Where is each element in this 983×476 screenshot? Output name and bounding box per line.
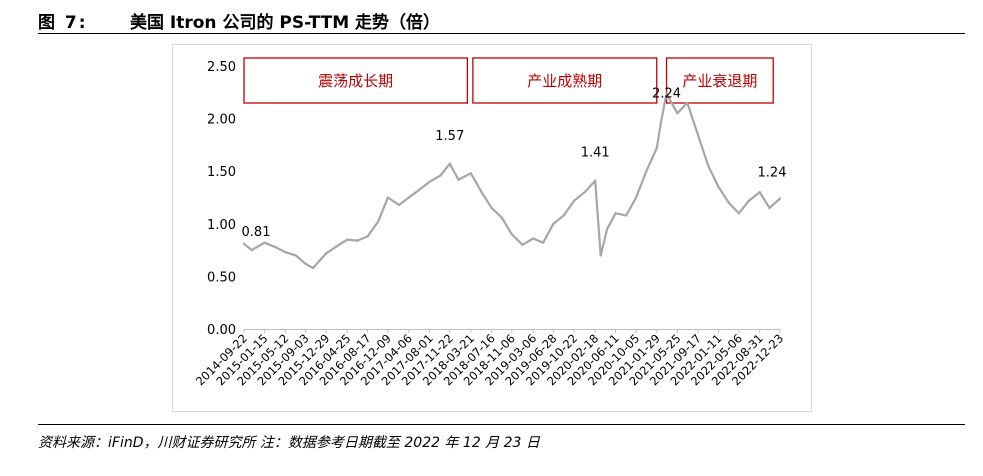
- phase-label: 震荡成长期: [318, 72, 393, 90]
- data-point: [490, 206, 493, 210]
- data-point: [386, 196, 390, 199]
- data-point: [531, 237, 535, 240]
- data-point: [717, 185, 720, 189]
- data-point: [428, 180, 431, 183]
- data-point: [407, 196, 411, 199]
- data-point: [334, 245, 337, 249]
- data-point: [778, 197, 782, 200]
- figure-header: 图 7: 美国 Itron 公司的 PS-TTM 走势（倍）: [38, 8, 965, 34]
- y-tick-label: 0.00: [207, 323, 236, 338]
- data-point: [645, 170, 648, 173]
- y-tick-label: 0.50: [207, 270, 236, 285]
- data-point: [500, 216, 503, 219]
- chart-frame: [172, 44, 812, 412]
- phase-box: [665, 57, 774, 104]
- data-point: [552, 222, 555, 225]
- data-point: [659, 122, 662, 126]
- data-point: [448, 162, 451, 166]
- data-point: [572, 199, 576, 202]
- data-point: [599, 254, 602, 257]
- phase-label: 产业成熟期: [527, 72, 602, 90]
- data-point: [686, 101, 689, 105]
- header-rule: [38, 33, 965, 34]
- phase-box: [472, 57, 658, 104]
- data-point: [356, 239, 359, 242]
- data-label: 1.57: [435, 129, 464, 144]
- y-tick-label: 1.00: [207, 218, 236, 233]
- figure-title: 美国 Itron 公司的 PS-TTM 走势（倍）: [130, 13, 441, 33]
- data-point: [707, 164, 710, 168]
- data-point: [263, 241, 266, 244]
- data-point: [541, 241, 545, 244]
- phase-label: 产业衰退期: [682, 72, 757, 90]
- y-tick-label: 2.00: [207, 113, 236, 128]
- data-point: [634, 196, 638, 199]
- data-point: [727, 201, 730, 204]
- data-point: [250, 248, 254, 252]
- data-label: 1.41: [581, 146, 610, 161]
- data-point: [397, 203, 401, 207]
- data-point: [457, 178, 460, 181]
- data-point: [655, 146, 658, 150]
- data-point: [439, 174, 442, 177]
- data-point: [676, 112, 679, 115]
- data-point: [594, 179, 597, 182]
- y-tick-label: 1.50: [207, 165, 236, 180]
- source-note: 资料来源：iFinD，川财证券研究所 注：数据参考日期截至 2022 年 12 …: [38, 435, 540, 451]
- footer-rule: [38, 424, 965, 425]
- data-point: [737, 212, 741, 215]
- data-point: [758, 191, 761, 194]
- data-point: [562, 214, 565, 217]
- data-point: [294, 254, 297, 257]
- data-point: [311, 266, 315, 270]
- data-point: [417, 188, 421, 192]
- data-label: 2.24: [652, 86, 681, 101]
- data-point: [583, 191, 586, 194]
- data-point: [665, 92, 668, 95]
- data-point: [284, 251, 287, 254]
- data-point: [605, 227, 609, 231]
- data-label: 1.24: [758, 166, 787, 181]
- data-point: [521, 243, 524, 247]
- ps-ttm-line: [243, 92, 781, 270]
- data-point: [510, 233, 514, 236]
- data-point: [480, 191, 483, 194]
- data-point: [366, 235, 369, 238]
- data-point: [624, 214, 628, 217]
- data-point: [325, 252, 328, 255]
- data-point: [768, 206, 771, 210]
- y-tick-label: 2.50: [207, 60, 236, 75]
- data-point: [469, 172, 473, 175]
- data-point: [346, 238, 349, 241]
- data-point: [242, 242, 246, 245]
- data-point: [273, 245, 277, 249]
- phase-box: [243, 57, 469, 104]
- data-point: [376, 220, 380, 223]
- data-point: [747, 199, 751, 202]
- data-point: [614, 212, 617, 215]
- data-point: [696, 133, 700, 136]
- figure-label: 图 7:: [38, 13, 88, 33]
- data-point: [304, 262, 307, 265]
- data-label: 0.81: [242, 225, 271, 240]
